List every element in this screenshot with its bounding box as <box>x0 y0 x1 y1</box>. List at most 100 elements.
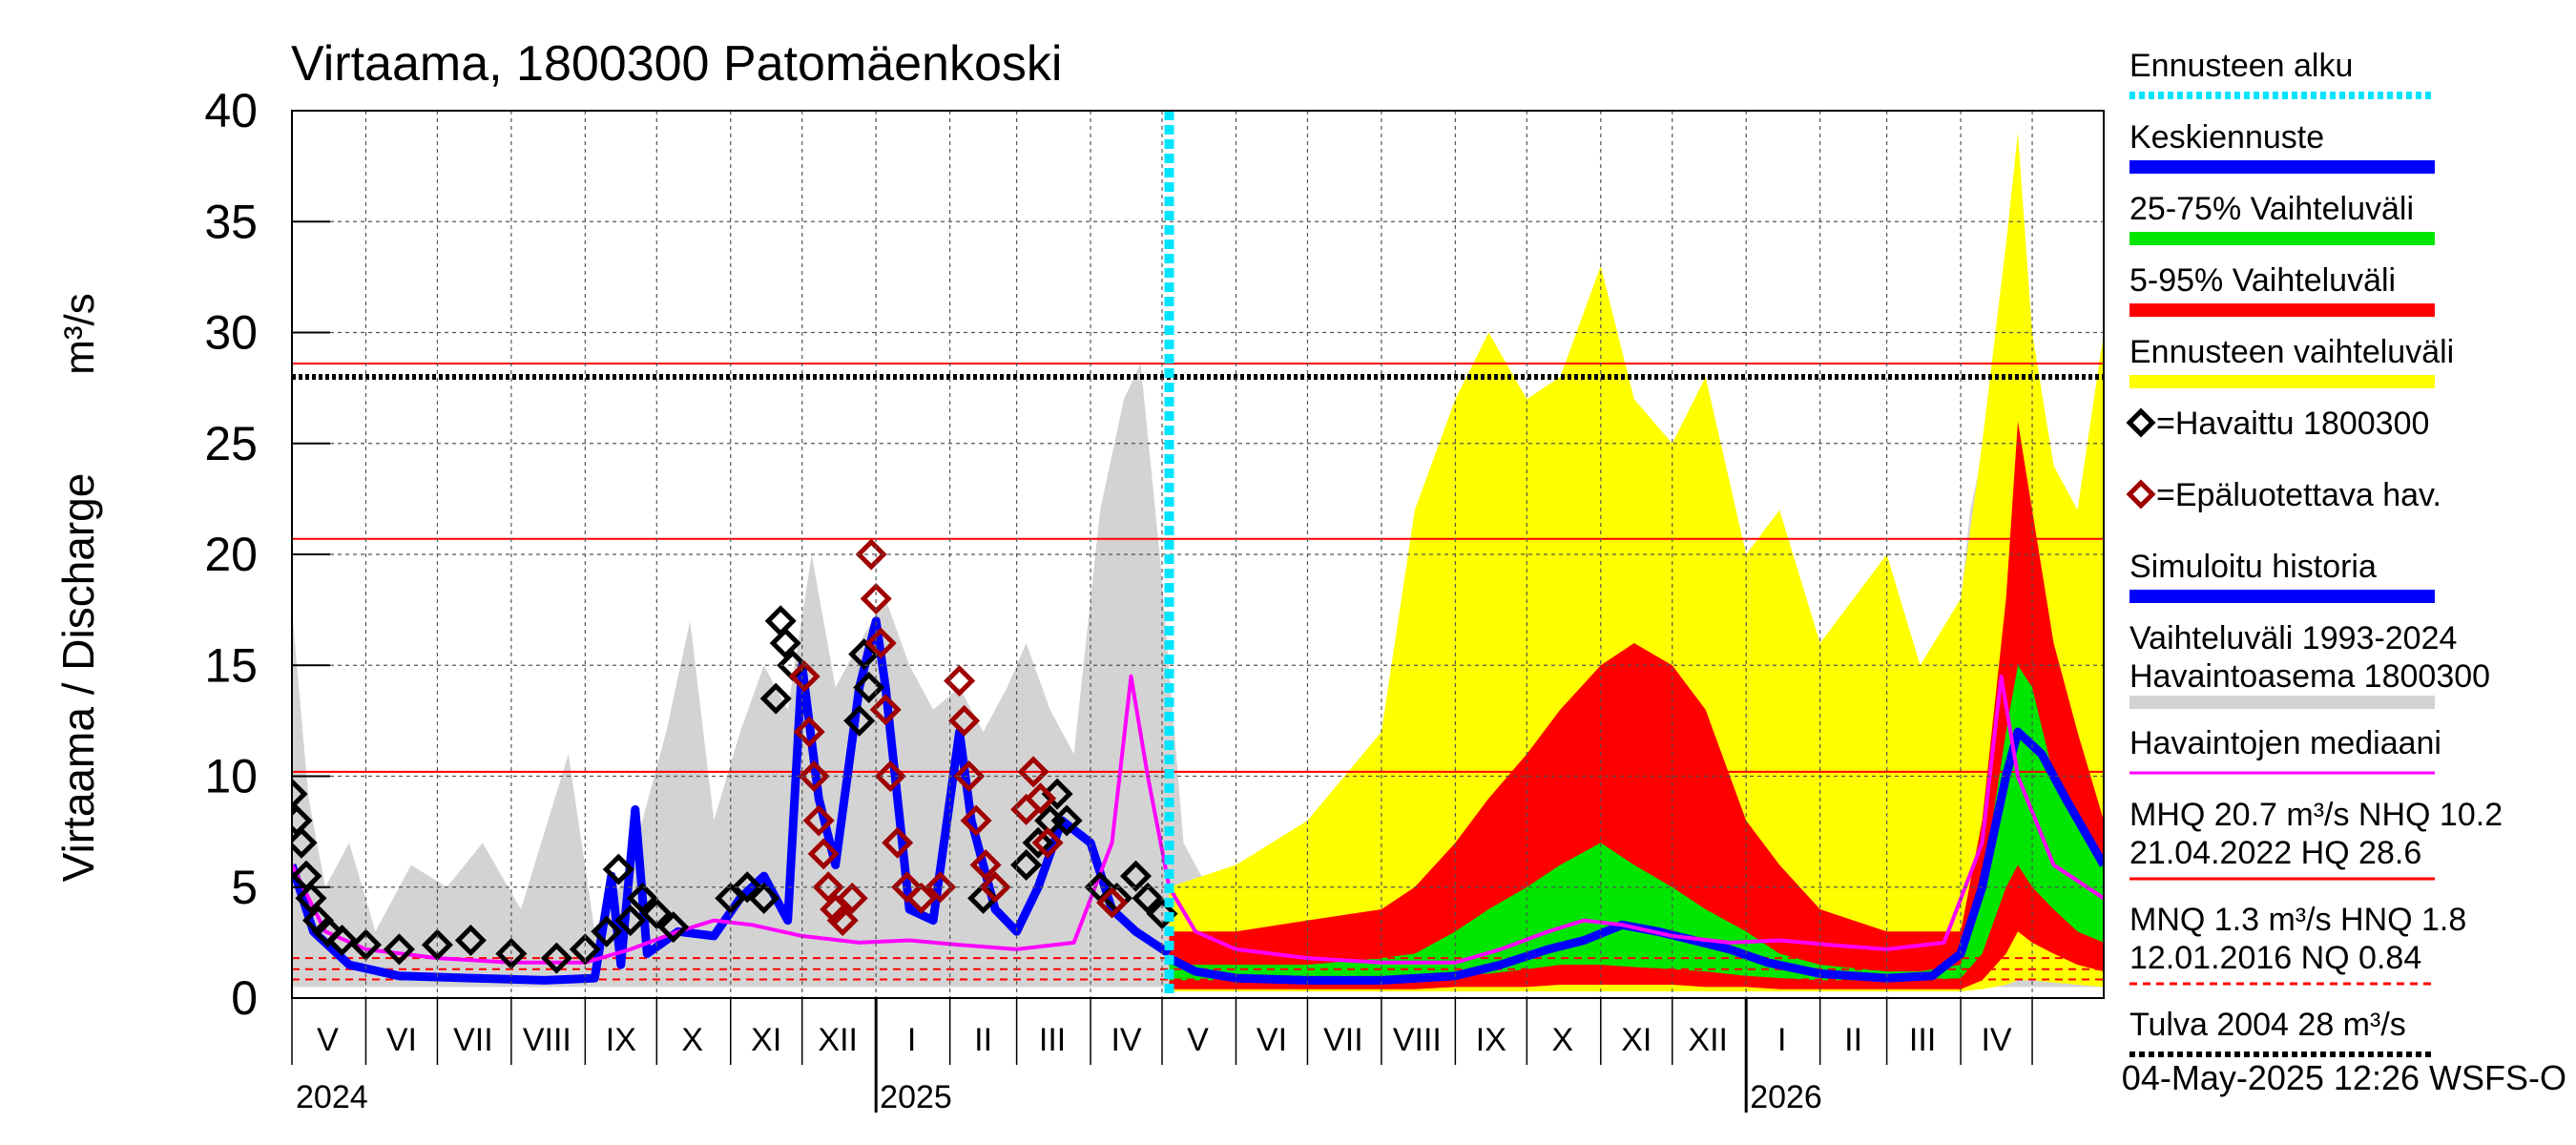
month-label: IV <box>1981 1022 2011 1058</box>
observed-point <box>602 853 634 885</box>
observed-point <box>731 871 763 904</box>
unreliable-point <box>1031 826 1064 859</box>
footer-timestamp: 04-May-2025 12:26 WSFS-O <box>2122 1058 2566 1097</box>
month-label: I <box>907 1022 916 1058</box>
unreliable-point <box>812 871 844 904</box>
legend: Ennusteen alku Keskiennuste 25-75% Vaihtel… <box>2126 48 2503 1057</box>
month-label: I <box>1777 1022 1786 1058</box>
forecast-range-area <box>1169 133 2104 992</box>
y-tick-label: 35 <box>204 195 258 248</box>
unreliable-point <box>826 905 859 937</box>
legend-label: =Epäluotettava hav. <box>2156 477 2441 513</box>
year-label: 2025 <box>880 1079 952 1115</box>
unreliable-point <box>948 704 981 737</box>
legend-label: =Havaittu 1800300 <box>2156 406 2429 442</box>
observed-point <box>614 905 647 937</box>
y-axis-unit: m³/s <box>56 293 103 375</box>
observed-point <box>759 682 792 715</box>
unreliable-point <box>836 882 868 914</box>
legend-label: Tulva 2004 28 m³/s <box>2129 1007 2406 1043</box>
month-label: XII <box>818 1022 858 1058</box>
unreliable-point <box>1025 782 1057 815</box>
unreliable-point <box>807 838 840 870</box>
month-label: X <box>1551 1022 1573 1058</box>
legend-label: Havaintoasema 1800300 <box>2129 658 2490 695</box>
month-label: IX <box>606 1022 636 1058</box>
y-tick-label: 30 <box>204 306 258 360</box>
legend-label: 12.01.2016 NQ 0.84 <box>2129 940 2421 976</box>
legend-diamond <box>2126 479 2156 510</box>
month-label: II <box>1844 1022 1862 1058</box>
observed-point <box>748 882 780 914</box>
month-label: III <box>1909 1022 1936 1058</box>
observed-point <box>454 924 487 957</box>
observed-point <box>1050 804 1083 837</box>
unreliable-point <box>924 871 957 904</box>
observed-point <box>1022 826 1054 859</box>
p5-p95-band <box>1169 421 2104 989</box>
observed-point <box>1132 882 1164 914</box>
unreliable-point <box>874 760 906 793</box>
unreliable-point <box>798 760 830 793</box>
unreliable-point <box>793 716 825 748</box>
unreliable-point <box>1017 756 1049 788</box>
observed-point <box>1010 848 1043 882</box>
month-label: II <box>974 1022 992 1058</box>
month-label: VII <box>453 1022 493 1058</box>
plot-clipped <box>292 133 2104 992</box>
y-tick-label: 5 <box>231 861 258 914</box>
unreliable-point <box>953 760 986 793</box>
unreliable-point <box>802 804 835 837</box>
series-havaintojen-mediaani <box>292 674 2104 965</box>
unreliable-point <box>864 627 897 659</box>
legend-label: Havaintojen mediaani <box>2129 725 2441 761</box>
unreliable-point <box>905 882 938 914</box>
legend-label: Ennusteen vaihteluväli <box>2129 334 2454 370</box>
observed-point <box>325 924 359 957</box>
unreliable-point <box>855 538 887 571</box>
month-label: XII <box>1688 1022 1728 1058</box>
month-label: VI <box>386 1022 417 1058</box>
legend-label: 25-75% Vaihteluväli <box>2129 191 2414 227</box>
series-simuloitu-historia <box>292 616 1172 985</box>
observed-point <box>1041 778 1073 810</box>
legend-label: Simuloitu historia <box>2129 549 2377 585</box>
unreliable-point <box>788 660 821 693</box>
legend-diamond <box>2126 407 2156 438</box>
y-tick-label: 20 <box>204 528 258 581</box>
legend-label: Vaihteluväli 1993-2024 <box>2129 620 2457 656</box>
observed-point <box>421 928 453 961</box>
legend-label: MNQ 1.3 m³/s HNQ 1.8 <box>2129 902 2466 938</box>
y-tick-label: 25 <box>204 417 258 470</box>
y-tick-label: 15 <box>204 638 258 692</box>
unreliable-point <box>969 848 1002 882</box>
month-label: VIII <box>1393 1022 1442 1058</box>
observed-point <box>657 911 690 944</box>
p25-p75-band <box>1169 665 2104 981</box>
month-label: XI <box>1621 1022 1652 1058</box>
observed-point <box>843 704 876 737</box>
observed-point <box>1119 860 1153 892</box>
observed-point <box>292 826 318 859</box>
observed-point <box>292 778 308 810</box>
observed-point <box>1146 898 1178 930</box>
month-label: IX <box>1476 1022 1506 1058</box>
unreliable-point <box>960 804 992 837</box>
year-label: 2024 <box>296 1079 368 1115</box>
unreliable-point <box>869 694 902 726</box>
unreliable-point <box>1095 886 1129 919</box>
month-label: VI <box>1257 1022 1287 1058</box>
observed-point <box>540 942 572 974</box>
legend-label: Ennusteen alku <box>2129 48 2353 84</box>
month-label: XI <box>751 1022 781 1058</box>
observed-point <box>591 915 623 947</box>
month-label: III <box>1039 1022 1066 1058</box>
legend-label: Keskiennuste <box>2129 119 2324 156</box>
month-label: V <box>1187 1022 1209 1058</box>
observed-point <box>311 915 344 947</box>
y-tick-label: 10 <box>204 750 258 803</box>
unreliable-point <box>979 871 1011 904</box>
chart-title: Virtaama, 1800300 Patomäenkoski <box>291 36 1062 92</box>
y-tick-label: 0 <box>231 971 258 1025</box>
